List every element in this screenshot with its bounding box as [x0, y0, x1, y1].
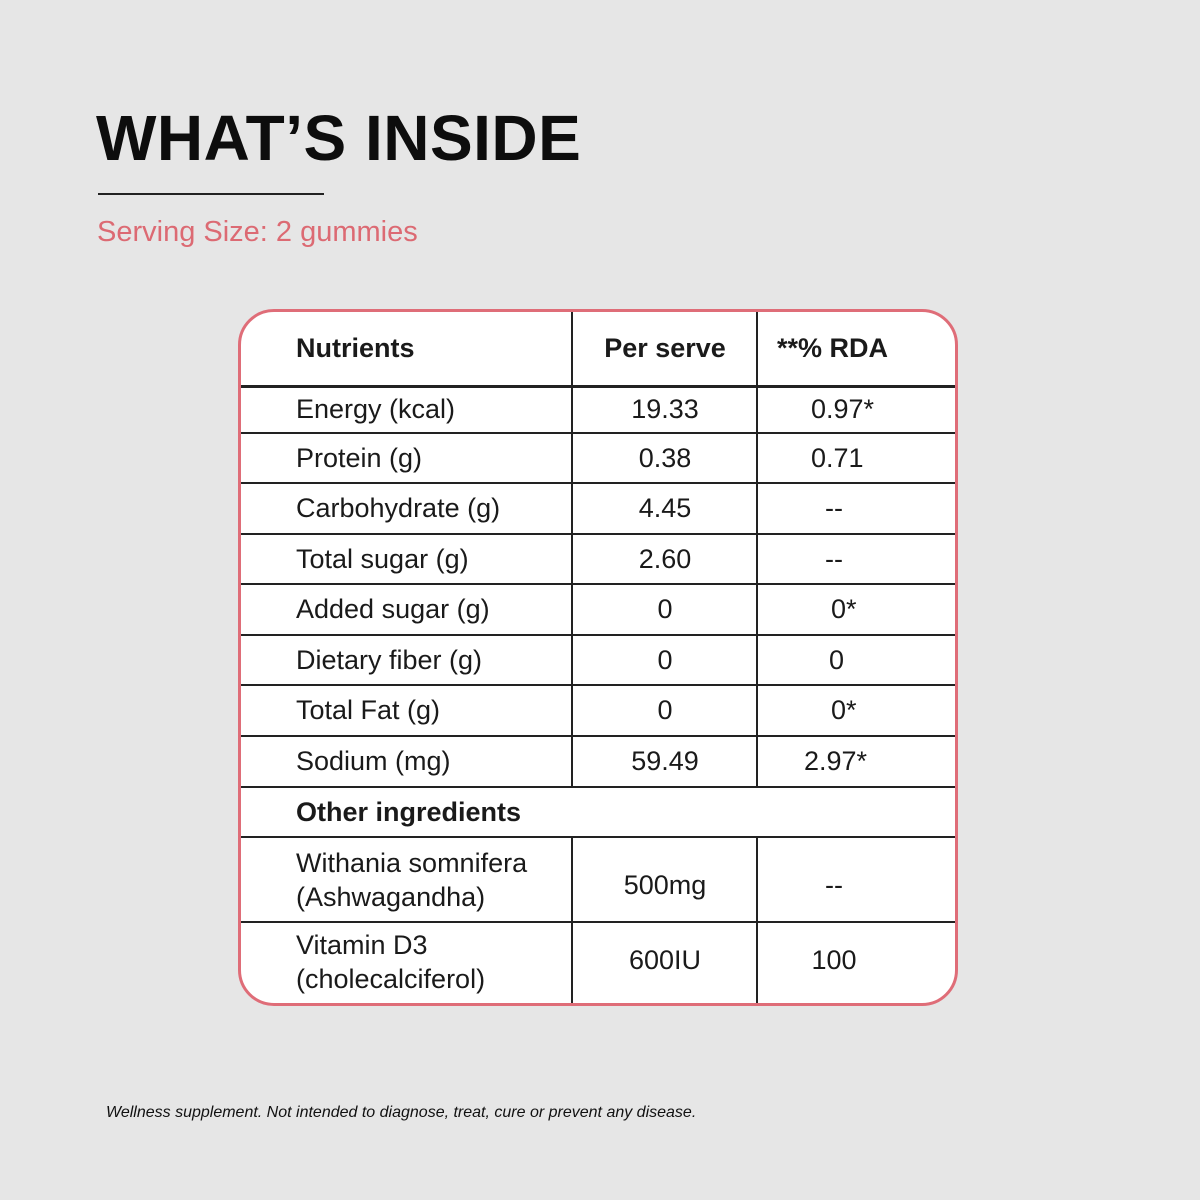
nutrient-name: Carbohydrate (g) — [296, 493, 501, 523]
per-serve-value: 59.49 — [631, 746, 699, 776]
other-ingredients-heading: Other ingredients — [296, 796, 522, 827]
per-serve-value: 0 — [657, 695, 673, 725]
ingredient-name-line1: Withania somnifera — [296, 847, 528, 878]
ingredient-name-line2: (cholecalciferol) — [296, 964, 486, 994]
nutrient-name: Total sugar (g) — [296, 543, 469, 574]
nutrition-table: Nutrients Per serve **% RDA Energy (kcal… — [238, 309, 958, 1006]
ingredient-name-line2: (Ashwagandha) — [296, 881, 486, 912]
ingredient-name: Withania somnifera (Ashwagandha) — [296, 838, 566, 921]
row-divider — [241, 786, 955, 788]
nutrient-name: Dietary fiber (g) — [296, 644, 483, 675]
ingredient-name-line1: Vitamin D3 — [296, 930, 428, 960]
table-row: Withania somnifera (Ashwagandha) 500mg -… — [241, 838, 955, 921]
per-serve-value: 4.45 — [638, 493, 692, 523]
row-divider — [241, 432, 955, 434]
per-serve-value: 600IU — [628, 944, 702, 975]
column-divider — [756, 836, 758, 1003]
column-divider — [756, 312, 758, 786]
row-divider — [241, 385, 955, 388]
rda-value: -- — [825, 543, 843, 574]
row-divider — [241, 684, 955, 686]
table-row: Added sugar (g) 0 0* — [241, 585, 955, 634]
table-row: Sodium (mg) 59.49 2.97* — [241, 737, 955, 786]
per-serve-value: 2.60 — [638, 543, 692, 574]
rda-value: 0.97* — [811, 394, 875, 424]
per-serve-value: 0.38 — [638, 442, 692, 473]
rda-value: -- — [825, 493, 843, 523]
per-serve-value: 19.33 — [631, 394, 699, 424]
other-ingredients-row: Other ingredients — [241, 788, 955, 836]
nutrient-name: Energy (kcal) — [296, 394, 456, 424]
row-divider — [241, 735, 955, 737]
rda-value: 2.97* — [804, 746, 868, 776]
table-row: Carbohydrate (g) 4.45 -- — [241, 484, 955, 533]
table-row: Protein (g) 0.38 0.71 — [241, 434, 955, 482]
row-divider — [241, 836, 955, 838]
row-divider — [241, 533, 955, 535]
rda-value: 0 — [829, 644, 845, 675]
nutrient-name: Added sugar (g) — [296, 594, 490, 624]
title-divider — [98, 193, 324, 195]
row-divider — [241, 921, 955, 923]
header-rda: **% RDA — [777, 333, 889, 363]
row-divider — [241, 634, 955, 636]
table-header: Nutrients Per serve **% RDA — [241, 312, 955, 385]
header-per-serve: Per serve — [604, 333, 726, 363]
rda-value: 0* — [831, 695, 857, 725]
nutrient-name: Sodium (mg) — [296, 746, 451, 776]
table-row: Vitamin D3 (cholecalciferol) 600IU 100 — [241, 923, 955, 1003]
column-divider — [571, 312, 573, 786]
table-row: Total sugar (g) 2.60 -- — [241, 535, 955, 583]
nutrient-name: Protein (g) — [296, 442, 423, 473]
rda-value: 0* — [831, 594, 857, 624]
rda-value: 100 — [811, 944, 857, 975]
rda-value: -- — [825, 870, 843, 900]
ingredient-name: Vitamin D3 (cholecalciferol) — [296, 923, 566, 1003]
disclaimer: Wellness supplement. Not intended to dia… — [106, 1104, 697, 1121]
per-serve-value: 0 — [657, 594, 673, 624]
row-divider — [241, 583, 955, 585]
table-row: Total Fat (g) 0 0* — [241, 686, 955, 735]
table-row: Energy (kcal) 19.33 0.97* — [241, 387, 955, 432]
table-row: Dietary fiber (g) 0 0 — [241, 636, 955, 684]
rda-value: 0.71 — [811, 442, 864, 473]
serving-size: Serving Size: 2 gummies — [97, 216, 418, 248]
page-title: WHAT’S INSIDE — [96, 102, 582, 174]
column-divider — [571, 836, 573, 1003]
row-divider — [241, 482, 955, 484]
per-serve-value: 0 — [657, 644, 673, 675]
per-serve-value: 500mg — [623, 870, 707, 900]
header-nutrients: Nutrients — [296, 333, 415, 363]
nutrient-name: Total Fat (g) — [296, 695, 441, 725]
